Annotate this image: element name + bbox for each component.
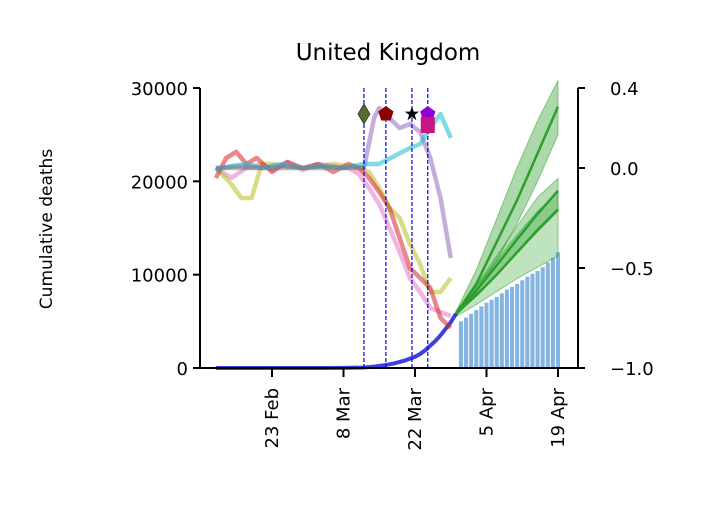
deaths-bar	[540, 267, 545, 368]
deaths-bar	[489, 299, 494, 368]
observed-deaths-line	[215, 312, 458, 370]
x-tick-label: 19 Apr	[548, 387, 569, 447]
axes-layer: 0 10000 20000 30000 −1.0 −0.5 0.0 0.4 23 Feb 8 Ma…	[131, 79, 654, 451]
deaths-bar	[520, 280, 525, 368]
mobility-series-line	[213, 149, 453, 330]
mobility-layer	[213, 105, 453, 330]
projection-median-line	[455, 208, 559, 315]
projections-layer	[454, 80, 560, 318]
deaths-bar	[474, 310, 479, 368]
deaths-bar	[484, 302, 489, 368]
y2-tick-label: 0.4	[610, 79, 639, 100]
projection-median-line	[454, 189, 559, 315]
deaths-bar	[509, 286, 515, 368]
projection-band	[455, 80, 559, 318]
deaths-bar	[555, 252, 561, 368]
y-tick-label: 30000	[131, 79, 188, 100]
event-marker-square	[420, 117, 435, 133]
deaths-bar	[535, 270, 540, 368]
chart-title: United Kingdom	[296, 40, 481, 66]
deaths-bar	[469, 313, 474, 368]
projection-median-line	[454, 106, 560, 315]
event-marker-diamond	[357, 103, 371, 125]
event-marker-pentagon	[420, 106, 436, 121]
event-marker-star	[404, 106, 420, 121]
mobility-series-line	[215, 105, 453, 259]
deaths-bar	[545, 262, 550, 368]
y-tick-label: 0	[177, 359, 188, 380]
y-tick-label: 20000	[131, 172, 188, 193]
x-tick-label: 8 Mar	[334, 387, 355, 439]
deaths-bars-layer	[458, 252, 561, 368]
deaths-bar	[525, 276, 530, 368]
projection-band	[455, 191, 559, 318]
event-marker-pentagon	[378, 106, 394, 121]
y2-tick-label: −1.0	[610, 359, 654, 380]
deaths-bar	[499, 293, 504, 368]
x-tick-label: 5 Apr	[477, 387, 498, 436]
deaths-bar	[550, 257, 555, 368]
y-axis-label: Cumulative deaths	[37, 149, 57, 310]
y-tick-label: 10000	[131, 266, 188, 287]
x-tick-label: 22 Mar	[405, 387, 426, 450]
deaths-bar	[515, 284, 520, 368]
deaths-bar	[464, 317, 469, 368]
deaths-bar	[530, 273, 535, 368]
x-tick-label: 23 Feb	[262, 388, 283, 449]
deaths-bar	[479, 306, 484, 368]
y2-tick-label: −0.5	[610, 259, 654, 280]
deaths-bar	[504, 289, 509, 368]
observed-deaths-layer	[215, 312, 458, 370]
deaths-bar	[458, 321, 464, 368]
mobility-series-line	[214, 159, 452, 319]
y2-tick-label: 0.0	[610, 159, 639, 180]
deaths-bar	[494, 297, 499, 368]
event-lines-layer	[357, 88, 436, 368]
